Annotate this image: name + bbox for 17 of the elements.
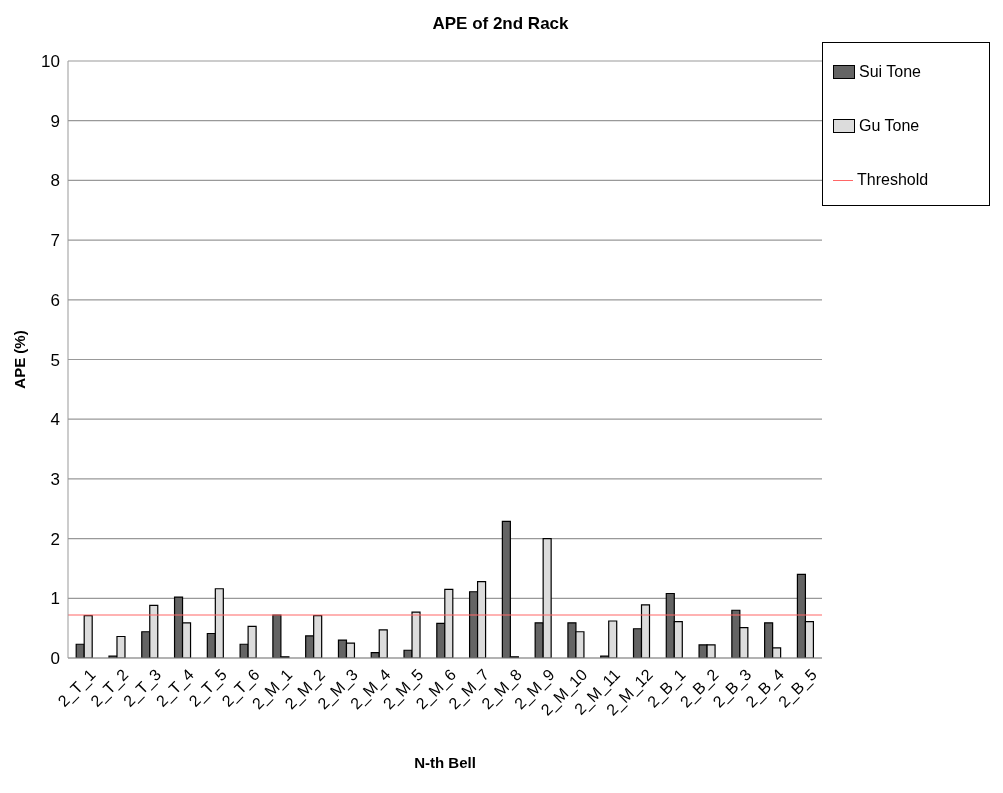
y-tick-label: 0 [50, 649, 60, 669]
y-tick-label: 2 [50, 529, 60, 549]
y-tick-label: 10 [41, 52, 60, 72]
y-tick-label: 7 [50, 231, 60, 251]
legend-label: Sui Tone [859, 63, 921, 81]
chart-title: APE of 2nd Rack [431, 14, 570, 34]
y-tick-label: 8 [50, 171, 60, 191]
y-tick-label: 3 [50, 469, 60, 489]
y-tick-label: 1 [50, 589, 60, 609]
y-axis-title: APE (%) [11, 330, 29, 389]
y-tick-label: 4 [50, 410, 60, 430]
x-axis-title: N-th Bell [414, 754, 476, 771]
y-tick-label: 6 [50, 290, 60, 310]
y-tick-label: 5 [50, 350, 60, 370]
legend-label: Gu Tone [859, 117, 920, 135]
legend-label: Threshold [857, 171, 929, 189]
y-tick-label: 9 [50, 111, 60, 131]
